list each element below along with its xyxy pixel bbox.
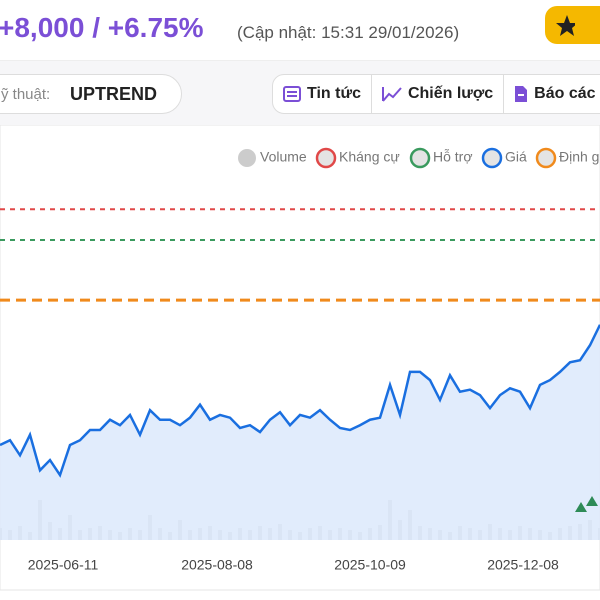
tab[interactable]: Báo các (504, 75, 600, 113)
legend-swatch (409, 147, 431, 169)
trend-label: ỹ thuật: (1, 86, 51, 103)
x-tick-label: 2025-08-08 (181, 557, 253, 573)
tab-label: Tin tức (307, 85, 361, 102)
legend-label: Định g (559, 149, 599, 165)
legend-swatch (315, 147, 337, 169)
tabs: Tin tức Chiến lược Báo các (272, 74, 600, 114)
x-tick-label: 2025-10-09 (334, 557, 406, 573)
legend-swatch (238, 149, 256, 167)
trend-value: UPTREND (70, 84, 158, 104)
price-line (0, 324, 600, 478)
icon (381, 87, 402, 102)
legend-item[interactable]: Kháng cự (315, 147, 400, 169)
legend-item[interactable]: Volume (238, 149, 307, 167)
legend-label: Kháng cự (339, 149, 400, 165)
chart: 2025-06-11 2025-08-08 2025-10-09 2025-12-08… (0, 125, 600, 591)
favorite-button[interactable] (545, 6, 600, 44)
legend-item[interactable]: Định g (535, 147, 599, 169)
star-icon (556, 15, 578, 36)
legend-label: Giá (505, 149, 527, 165)
updated-time: (Cập nhật: 15:31 29/01/2026) (237, 23, 460, 42)
signal-marker (586, 496, 598, 506)
x-tick-label: 2025-06-11 (28, 557, 99, 573)
price-change: +8,000 / +6.75% (0, 12, 204, 43)
trend-pill: ỹ thuật: UPTREND (0, 74, 182, 114)
tab[interactable]: Tin tức (273, 75, 372, 113)
tab[interactable]: Chiến lược (372, 75, 505, 113)
legend-swatch (481, 147, 503, 169)
signal-marker (575, 502, 587, 512)
x-tick-label: 2025-12-08 (487, 557, 559, 573)
legend-label: Volume (260, 149, 307, 165)
tab-label: Chiến lược (407, 85, 494, 102)
legend-label: Hỗ trợ (433, 149, 473, 165)
legend-item[interactable]: Hỗ trợ (409, 147, 473, 169)
tab-label: Báo các (534, 85, 596, 102)
toolbar: ỹ thuật: UPTREND Tin tức Chiến lược Báo … (0, 61, 600, 125)
legend-item[interactable]: Giá (481, 147, 527, 169)
icon (515, 86, 528, 102)
legend-swatch (535, 147, 557, 169)
header: +8,000 / +6.75% (Cập nhật: 15:31 29/01/2… (0, 0, 600, 61)
icon (283, 86, 301, 102)
